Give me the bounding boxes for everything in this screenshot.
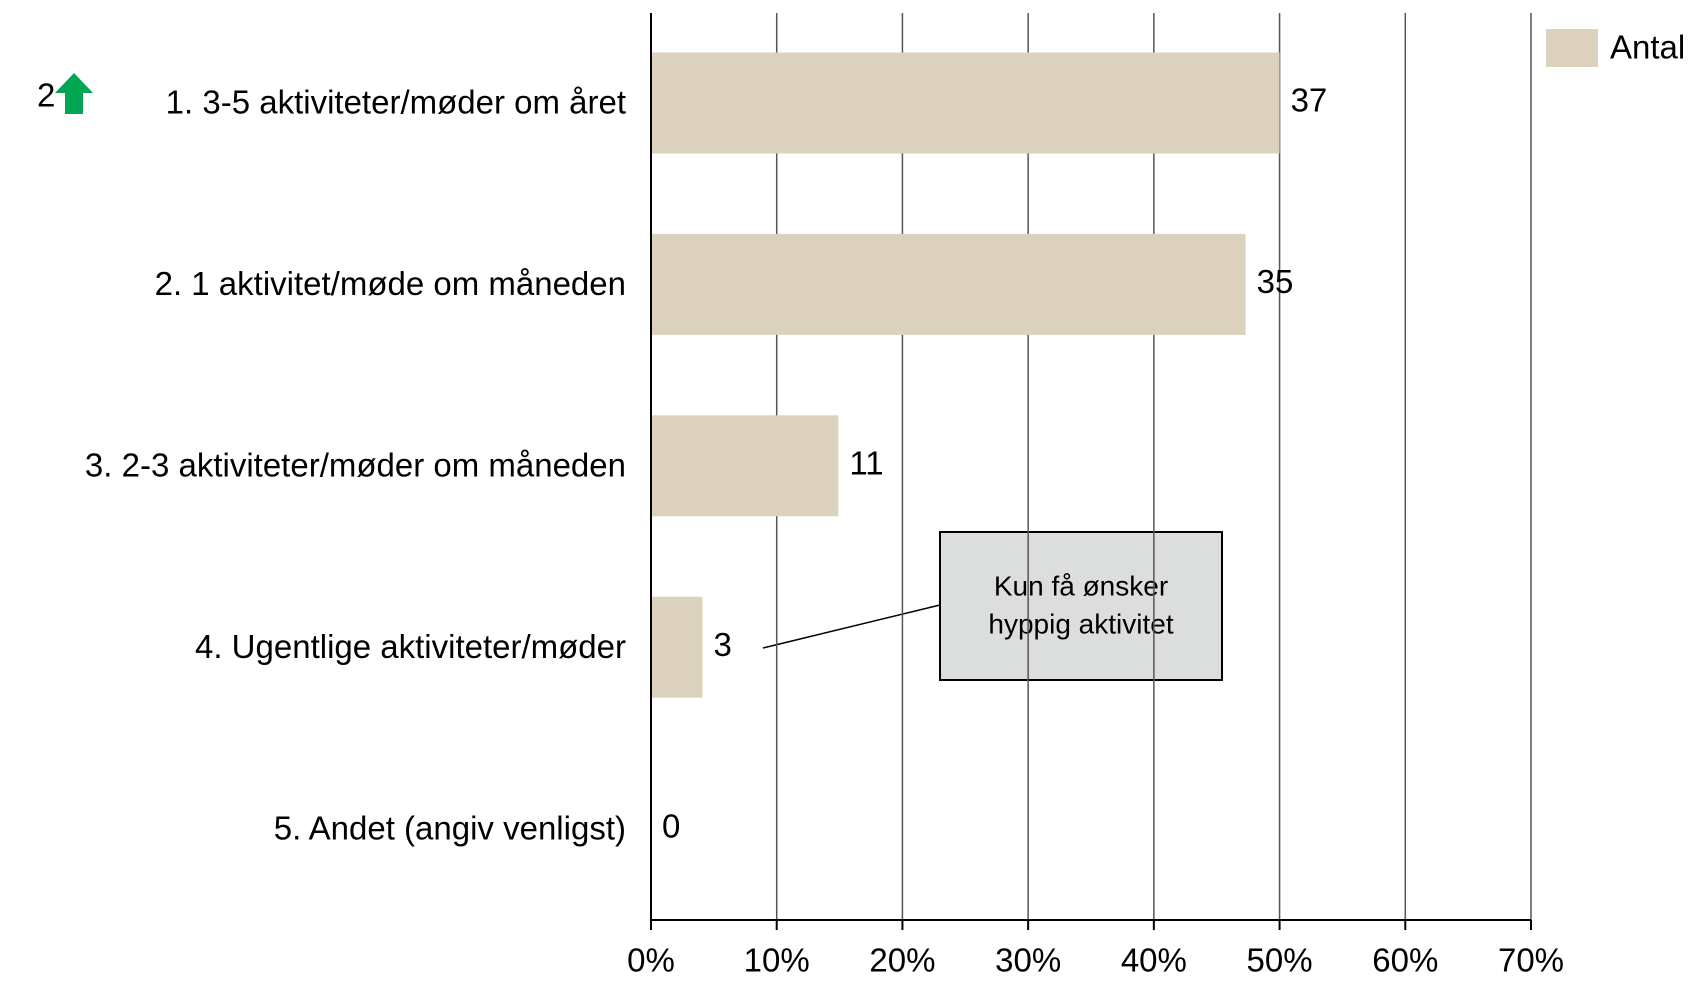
legend-swatch bbox=[1546, 29, 1598, 67]
x-tick-label: 70% bbox=[1498, 942, 1564, 979]
rank-marker: 2 bbox=[37, 77, 55, 114]
bar bbox=[651, 52, 1280, 154]
legend-label: Antal bbox=[1610, 29, 1685, 66]
bar bbox=[651, 415, 839, 517]
data-label: 37 bbox=[1291, 82, 1328, 119]
y-tick-label: 4. Ugentlige aktiviteter/møder bbox=[195, 628, 626, 665]
annotation-leader bbox=[762, 604, 941, 649]
y-tick-label: 5. Andet (angiv venligst) bbox=[274, 809, 626, 846]
x-tick-label: 30% bbox=[995, 942, 1061, 979]
y-tick-label: 1. 3-5 aktiviteter/møder om året bbox=[166, 84, 626, 121]
annotation-text: Kun få ønsker bbox=[994, 570, 1168, 601]
bar bbox=[651, 596, 703, 698]
y-tick-label: 3. 2-3 aktiviteter/møder om måneden bbox=[85, 447, 626, 484]
x-tick-label: 60% bbox=[1372, 942, 1438, 979]
x-tick-label: 50% bbox=[1247, 942, 1313, 979]
x-tick-label: 20% bbox=[869, 942, 935, 979]
data-label: 3 bbox=[714, 626, 732, 663]
up-arrow bbox=[55, 73, 93, 114]
data-label: 0 bbox=[662, 807, 680, 844]
data-label: 11 bbox=[849, 445, 883, 482]
x-tick-label: 10% bbox=[744, 942, 810, 979]
bar bbox=[651, 233, 1246, 335]
annotation-text: hyppig aktivitet bbox=[988, 608, 1173, 639]
x-tick-label: 40% bbox=[1121, 942, 1187, 979]
annotation-box bbox=[939, 531, 1223, 681]
y-tick-label: 2. 1 aktivitet/møde om måneden bbox=[155, 265, 626, 302]
data-label: 35 bbox=[1257, 263, 1294, 300]
x-tick-label: 0% bbox=[627, 942, 675, 979]
